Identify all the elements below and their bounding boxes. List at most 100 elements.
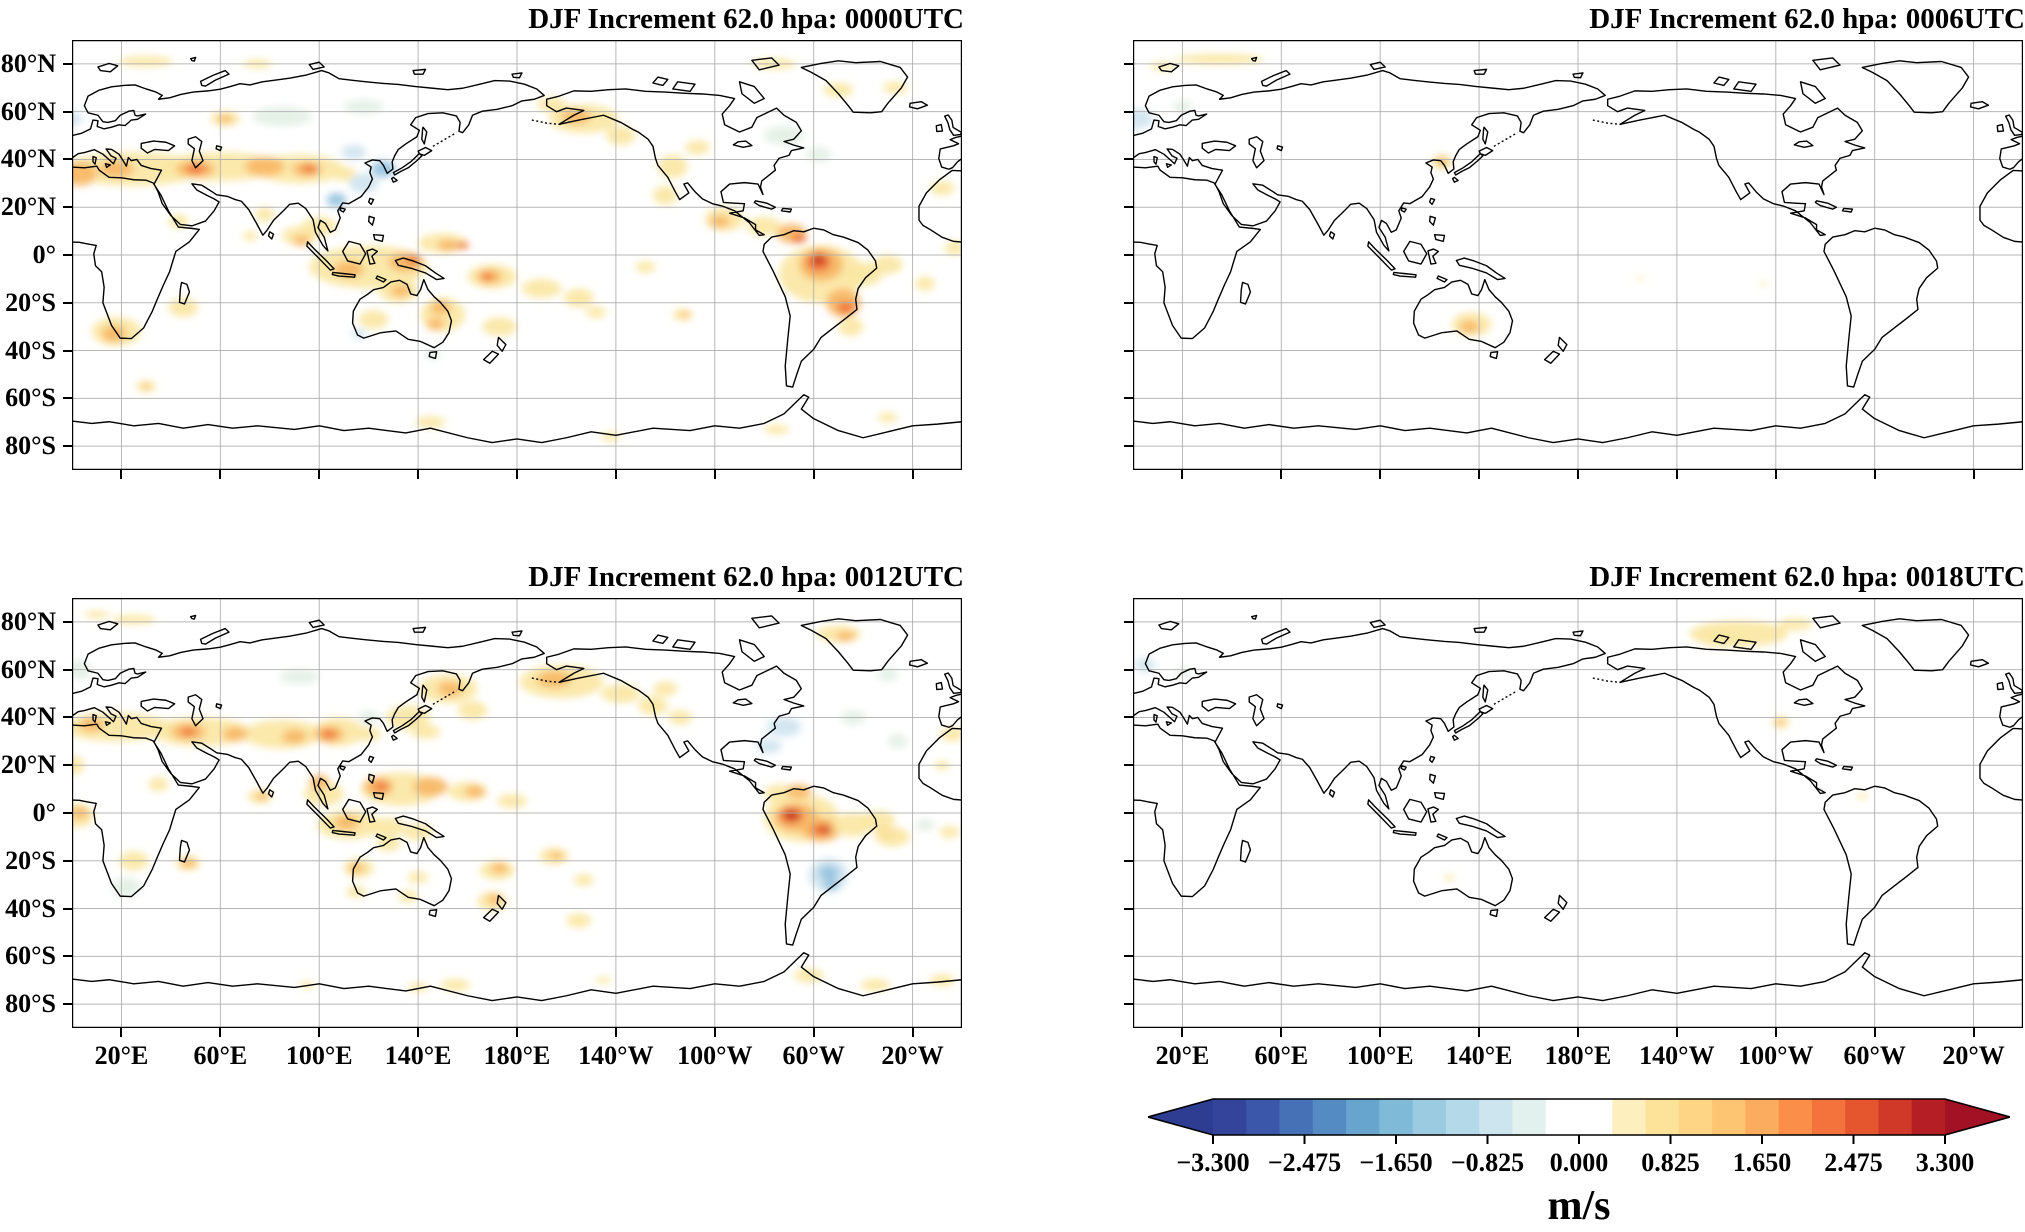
y-axis-tick [1124, 764, 1133, 767]
colorbar-tick-label: 2.475 [1824, 1148, 1883, 1177]
x-tick-label: 100°E [1346, 1041, 1414, 1070]
x-tick-label: 20°W [881, 1041, 944, 1070]
increment-field [72, 610, 962, 993]
x-tick-label: 60°E [1254, 1041, 1309, 1070]
x-tick-label: 60°E [193, 1041, 248, 1070]
y-tick-label: 20°S [5, 845, 56, 875]
x-tick-label: 180°E [1544, 1041, 1612, 1070]
x-axis-tick [417, 1028, 420, 1037]
x-axis-tick [1873, 470, 1876, 479]
x-axis-tick [911, 1028, 914, 1037]
island-arc-coastlines [433, 120, 562, 146]
x-axis-tick [318, 470, 321, 479]
y-axis-tick [1124, 62, 1133, 65]
colorbar-segment [1645, 1099, 1680, 1135]
x-tick-label: 140°W [578, 1041, 654, 1070]
colorbar-segment [1845, 1099, 1879, 1135]
y-axis-tick [63, 349, 72, 352]
colorbar-left-arrow [1148, 1099, 1213, 1135]
colorbar-segment [1379, 1099, 1414, 1135]
y-axis-tick [1124, 445, 1133, 448]
colorbar-tick-label: 1.650 [1732, 1148, 1792, 1177]
y-axis-tick [1124, 397, 1133, 400]
x-tick-label: 20°E [1155, 1041, 1210, 1070]
x-axis-tick [812, 470, 815, 479]
y-axis-tick [1124, 668, 1133, 671]
y-axis-tick [1124, 907, 1133, 910]
y-tick-label: 40°N [0, 702, 56, 732]
x-tick-label: 20°E [94, 1041, 149, 1070]
y-tick-label: 40°S [5, 893, 56, 923]
x-axis-tick [1280, 470, 1283, 479]
y-axis-tick [63, 955, 72, 958]
colorbar-segment [1745, 1099, 1780, 1135]
x-axis-tick [1478, 1028, 1481, 1037]
colorbar [1145, 1098, 2013, 1146]
colorbar-svg [1145, 1098, 2013, 1144]
y-tick-label: 80°N [0, 48, 56, 78]
x-axis-tick [713, 470, 716, 479]
y-axis-tick [1124, 254, 1133, 256]
colorbar-segment [1246, 1099, 1281, 1135]
colorbar-tick-label: −0.825 [1450, 1148, 1525, 1177]
x-axis-tick [120, 470, 123, 479]
y-axis-tick [63, 1003, 72, 1006]
island-arc-coastlines [433, 678, 562, 704]
y-tick-label: 60°S [5, 941, 56, 971]
colorbar-segment [1878, 1099, 1913, 1135]
x-axis-tick [318, 1028, 321, 1037]
colorbar-tick-label: −2.475 [1267, 1148, 1342, 1177]
colorbar-segment [1811, 1099, 1846, 1135]
y-tick-label: 80°N [0, 606, 56, 636]
y-axis-tick [63, 254, 72, 256]
colorbar-tick-label: 3.300 [1915, 1148, 1975, 1177]
y-tick-label: 60°N [0, 654, 56, 684]
x-tick-label: 20°W [1942, 1041, 2005, 1070]
y-axis-tick [63, 62, 72, 65]
y-tick-label: 60°S [5, 383, 56, 413]
y-axis-tick [1124, 301, 1133, 304]
x-axis-tick [1577, 470, 1579, 479]
x-tick-label: 180°E [483, 1041, 551, 1070]
x-axis-tick [1675, 470, 1678, 479]
colorbar-segment [1479, 1099, 1513, 1135]
x-axis-tick [219, 1028, 222, 1037]
panel-title-0006utc: DJF Increment 62.0 hpa: 0006UTC [1589, 3, 2025, 35]
colorbar-tick-labels: −3.300 −2.475 −1.650 −0.825 0.000 0.825 1.650 2… [1148, 1148, 2010, 1180]
colorbar-tick-label: −1.650 [1359, 1148, 1433, 1177]
y-axis-tick [63, 859, 72, 862]
x-axis-tick [120, 1028, 123, 1037]
colorbar-tick-label: −3.300 [1176, 1148, 1250, 1177]
x-axis-tick [1774, 1028, 1777, 1037]
map-panel-0000utc: DJF Increment 62.0 hpa: 0000UTC 80°N 60°N… [1, 3, 964, 479]
colorbar-segment [1213, 1099, 1247, 1135]
x-axis-tick [516, 1028, 518, 1037]
colorbar-segment [1778, 1099, 1813, 1135]
colorbar-segment [1545, 1099, 1580, 1135]
x-axis-tick [1972, 470, 1975, 479]
y-tick-label: 40°N [0, 144, 56, 174]
y-axis-tick [1124, 859, 1133, 862]
y-tick-label: 0° [32, 240, 56, 269]
y-axis-tick [1124, 620, 1133, 623]
colorbar-segment [1279, 1099, 1314, 1135]
y-tick-label: 80°S [5, 431, 56, 461]
x-tick-label: 60°W [1843, 1041, 1906, 1070]
x-axis-tick [713, 1028, 716, 1037]
x-axis-tick [1873, 1028, 1876, 1037]
y-axis-tick [63, 158, 72, 161]
y-tick-label: 60°N [0, 96, 56, 126]
y-tick-label: 20°S [5, 287, 56, 317]
x-axis-tick [614, 470, 617, 479]
graticule [72, 40, 962, 470]
x-axis-tick [1972, 1028, 1975, 1037]
coastlines [72, 57, 962, 442]
island-arc-coastlines [1494, 120, 1623, 146]
y-axis-tick [1124, 158, 1133, 161]
x-axis-tick [1478, 470, 1481, 479]
world-map-0000UTC [72, 40, 962, 470]
colorbar-segment [1412, 1099, 1447, 1135]
x-axis-tick [516, 470, 518, 479]
colorbar-segment [1678, 1099, 1713, 1135]
